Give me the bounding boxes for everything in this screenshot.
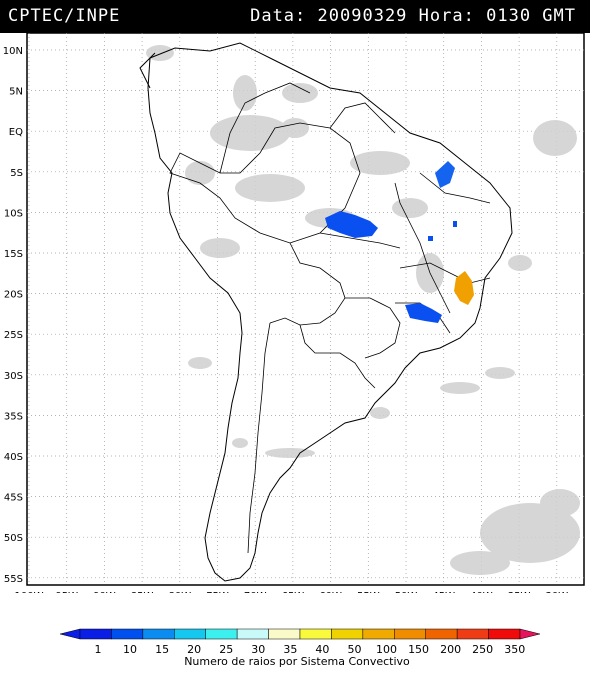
legend-tick-label: 25 <box>219 643 233 656</box>
lon-label: 55W <box>357 591 380 593</box>
legend-swatch <box>394 628 426 640</box>
lon-label: 40W <box>470 591 493 593</box>
small-cluster-2 <box>428 236 433 241</box>
convective-systems <box>325 161 474 323</box>
legend-swatch <box>362 628 395 640</box>
lon-label: 70W <box>244 591 267 593</box>
lon-label: 75W <box>206 591 229 593</box>
graticule <box>27 33 584 585</box>
lon-label: 90W <box>93 591 116 593</box>
mg-cluster <box>454 271 474 305</box>
legend-swatch <box>236 628 269 640</box>
legend-tick-label: 10 <box>123 643 137 656</box>
legend-swatch <box>79 628 112 640</box>
longitude-labels: 100W 95W 90W 85W 80W 75W 70W 65W 60W 55W 50W 45W 40W… <box>15 591 569 602</box>
lon-label: 95W <box>55 591 78 593</box>
legend-tick-label: 40 <box>315 643 329 656</box>
map-svg: 10N5NEQ5S10S15S20S25S30S35S40S45S50S55S … <box>3 32 585 602</box>
lat-label: 45S <box>4 493 23 504</box>
cloud-cover <box>146 45 580 575</box>
legend-swatch <box>174 628 206 640</box>
country-borders <box>169 82 491 554</box>
source-label: CPTEC/INPE <box>8 6 121 26</box>
legend-ticks: 1 10 15 20 25 30 35 40 50 100 150 200 250 350 <box>95 643 526 656</box>
lat-label: 10S <box>4 208 23 219</box>
legend-swatch <box>425 628 458 640</box>
hour-label: Hora: <box>418 6 475 26</box>
lon-label: 60W <box>319 591 342 593</box>
coastline <box>139 42 513 582</box>
legend-swatch <box>456 628 489 640</box>
lat-label: 55S <box>4 574 23 585</box>
small-cluster-1 <box>453 221 457 227</box>
lat-label: 30S <box>4 371 23 382</box>
legend-arrow-right <box>519 628 541 640</box>
legend-tick-label: 150 <box>408 643 429 656</box>
legend: 1 10 15 20 25 30 35 40 50 100 150 200 250 350 Numero … <box>0 628 600 670</box>
latitude-labels: 10N 5N EQ 5S 10S 15S 20S 25S 30S 35S 40S 45S 50S 55S <box>3 46 23 585</box>
legend-tick-label: 30 <box>251 643 265 656</box>
legend-swatch <box>331 628 364 640</box>
date-value: 20090329 <box>317 6 408 26</box>
legend-svg: 1 10 15 20 25 30 35 40 50 100 150 200 250 350 Numero … <box>59 628 541 668</box>
lat-label: EQ <box>9 127 23 138</box>
lon-label: 80W <box>168 591 191 593</box>
lon-label: 35W <box>508 591 531 593</box>
legend-tick-label: 20 <box>187 643 201 656</box>
lat-label: 25S <box>4 330 23 341</box>
legend-tick-label: 15 <box>155 643 169 656</box>
legend-swatch <box>205 628 238 640</box>
legend-tick-label: 350 <box>504 643 525 656</box>
lon-label: 85W <box>131 591 154 593</box>
map-frame <box>26 32 585 586</box>
map-area: 10N 5N EQ 5S 10S 15S 20S 25S 30S 35S 40S 45S 50S 55S … <box>0 32 600 602</box>
mt-cluster <box>325 211 378 238</box>
lat-label: 20S <box>4 290 23 301</box>
legend-tick-label: 1 <box>95 643 102 656</box>
legend-tick-label: 50 <box>347 643 361 656</box>
legend-colorbar <box>59 628 541 640</box>
legend-swatch <box>268 628 301 640</box>
datetime-label: Data: 20090329 Hora: 0130 GMT <box>250 6 576 26</box>
legend-swatch <box>488 628 521 640</box>
date-label: Data: <box>250 6 307 26</box>
lon-label: 30W <box>545 591 568 593</box>
hour-value: 0130 GMT <box>486 6 576 26</box>
lat-label: 5N <box>9 87 23 98</box>
lat-label: 35S <box>4 411 23 422</box>
legend-swatch <box>299 628 332 640</box>
legend-swatch <box>142 628 175 640</box>
lon-label: 45W <box>432 591 455 593</box>
legend-tick-label: 35 <box>283 643 297 656</box>
sp-cluster <box>405 303 442 323</box>
lat-label: 15S <box>4 249 23 260</box>
legend-swatch <box>111 628 144 640</box>
lon-label: 50W <box>395 591 418 593</box>
lat-label: 10N <box>3 46 23 57</box>
legend-tick-label: 100 <box>376 643 397 656</box>
legend-tick-label: 250 <box>472 643 493 656</box>
lon-label: 65W <box>282 591 305 593</box>
ce-cluster <box>435 161 455 188</box>
lon-label: 100W <box>15 591 44 593</box>
legend-arrow-left <box>59 628 81 640</box>
lat-label: 50S <box>4 533 23 544</box>
legend-tick-label: 200 <box>440 643 461 656</box>
lat-label: 40S <box>4 452 23 463</box>
map-header: CPTEC/INPE Data: 20090329 Hora: 0130 GMT <box>0 0 590 33</box>
legend-title: Numero de raios por Sistema Convectivo <box>184 655 410 668</box>
lat-label: 5S <box>10 168 23 179</box>
